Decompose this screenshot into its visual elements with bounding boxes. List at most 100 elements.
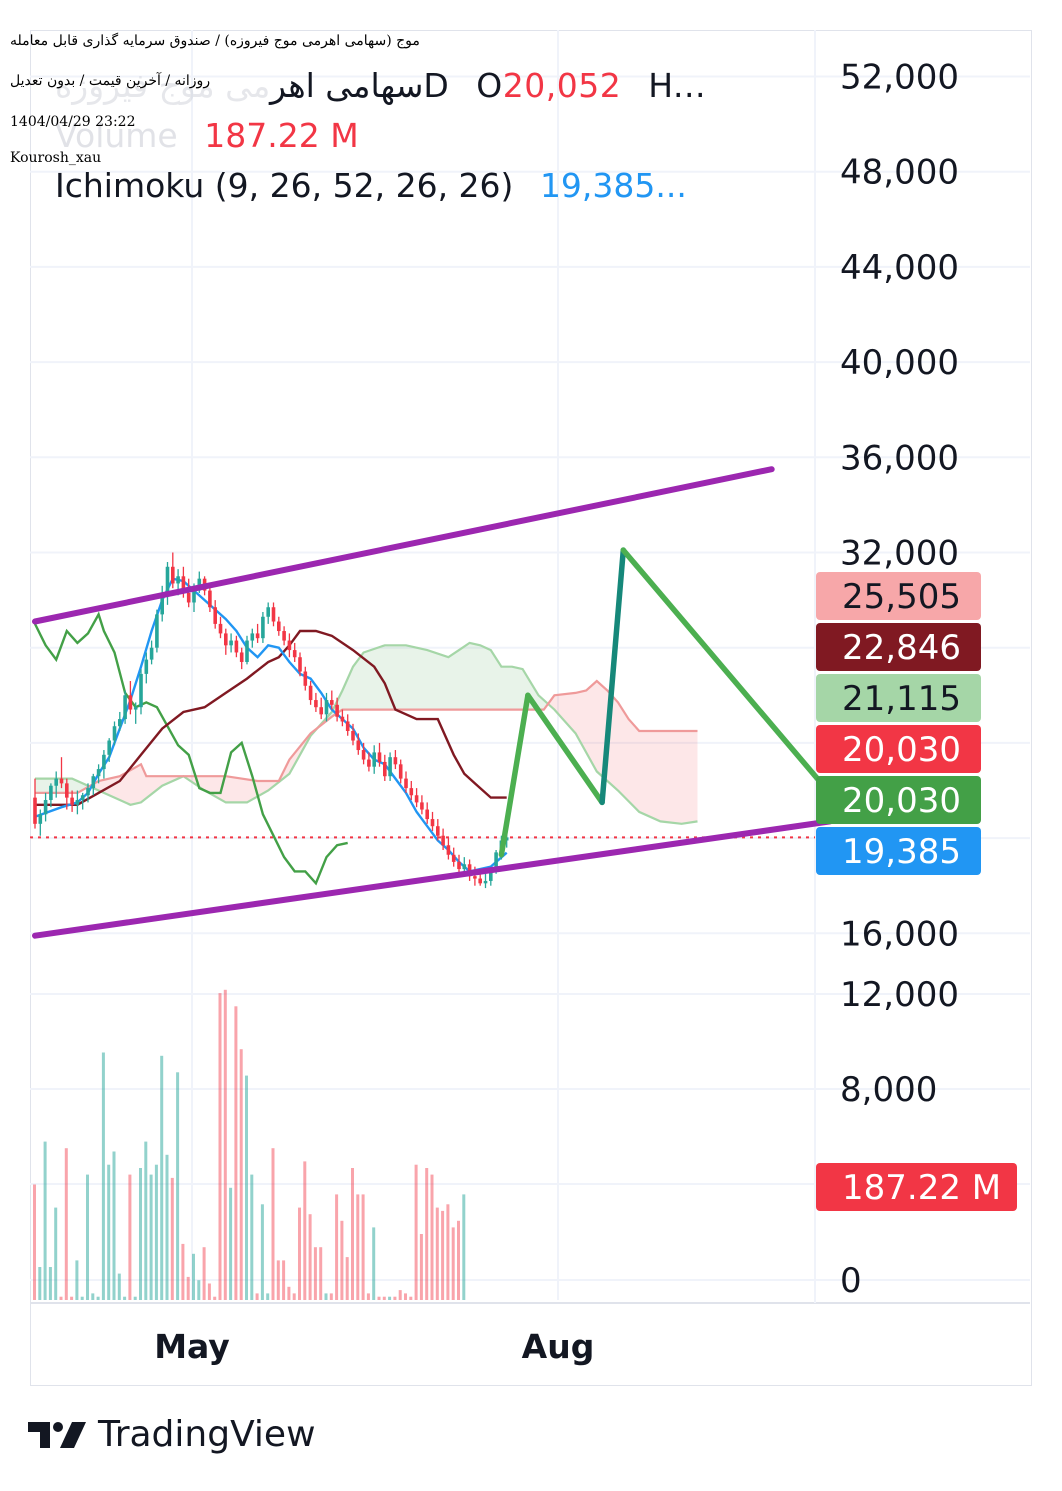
senkou-span-a: [35, 641, 698, 825]
candle-body: [430, 819, 435, 827]
volume-bar: [38, 1267, 42, 1300]
candle-body: [319, 707, 323, 715]
legend-volume-row[interactable]: Volume 187.22 M: [55, 116, 359, 155]
cloud-fill: [35, 778, 91, 793]
volume-bar: [181, 1243, 185, 1300]
legend-ichimoku-row[interactable]: Ichimoku (9, 26, 52, 26, 26) 19,385...: [55, 166, 687, 205]
legend-symbol-row[interactable]: سهامی اهرمی موج فیروزه سهامی اهرD O20,05…: [55, 66, 705, 105]
candle-body: [441, 835, 445, 846]
meta-timestamp: 1404/04/29 23:22: [10, 114, 136, 130]
price-tick-label: 16,000: [840, 914, 959, 954]
volume-bar: [335, 1194, 339, 1300]
volume-bar: [276, 1260, 280, 1300]
candle-body: [149, 647, 154, 660]
price-tick-label: 12,000: [840, 975, 959, 1015]
candle-body: [49, 785, 53, 801]
candle-body: [404, 778, 408, 789]
candle-body: [208, 590, 212, 608]
price-tick-label: 36,000: [840, 438, 959, 478]
projection-leg: [620, 547, 823, 784]
candle-body: [277, 621, 281, 632]
projection-leg: [599, 547, 627, 806]
meta-author: Kourosh_xau: [10, 150, 102, 166]
price-tick-label: 48,000: [840, 153, 959, 193]
price-label-text: 21,115: [842, 679, 961, 719]
time-tick-label: May: [154, 1327, 230, 1366]
volume-bar: [298, 1207, 301, 1300]
candle-body: [308, 685, 313, 701]
candle-body: [91, 776, 96, 789]
volume-bar: [144, 1141, 148, 1300]
volume-bar: [409, 1296, 413, 1300]
channel-upper-line: [32, 466, 775, 625]
volume-bar: [345, 1257, 349, 1300]
candle-body: [324, 700, 329, 715]
price-label-text: 19,385: [842, 832, 961, 872]
price-label-box: [816, 674, 981, 722]
volume-bar: [101, 1052, 105, 1300]
candle-body: [266, 607, 270, 617]
candle-body: [54, 778, 58, 786]
candle-body: [361, 750, 366, 760]
price-label-box: [816, 725, 981, 773]
volume-bar: [218, 993, 222, 1300]
candle-body: [414, 795, 419, 803]
volume-bar: [107, 1164, 111, 1300]
volume-bar: [393, 1296, 397, 1300]
price-labels: 25,505 22,846 21,115 20,030 20,030 19,385 187.…: [816, 572, 1017, 1211]
candle-body: [224, 633, 228, 646]
candle-body: [43, 800, 48, 815]
legend-symbol: سهامی اهر: [270, 66, 424, 105]
time-axis[interactable]: May Aug: [154, 1327, 594, 1366]
price-tick-label: 52,000: [840, 58, 959, 98]
price-tick-label: 0: [840, 1261, 862, 1301]
volume-bar: [435, 1207, 439, 1300]
volume-bar: [75, 1260, 79, 1300]
candle-body: [234, 640, 239, 653]
volume-label-text: 187.22 M: [842, 1168, 1001, 1208]
volume-bar: [229, 1187, 233, 1300]
candle-body: [330, 700, 334, 705]
volume-bar: [356, 1194, 360, 1300]
price-axis[interactable]: 52,000 48,000 44,000 40,000 36,000 32,000 16,0…: [840, 58, 959, 1302]
projection-leg: [525, 692, 605, 806]
price-chart[interactable]: 52,000 48,000 44,000 40,000 36,000 32,000 16,0…: [0, 0, 1062, 1400]
candle-body: [123, 695, 127, 720]
candle-body: [489, 869, 493, 881]
candle-body: [292, 650, 297, 658]
volume-bar: [313, 1247, 317, 1300]
candle-body: [298, 657, 302, 672]
legend-symbol-ghost: سهامی اهرمی موج فیروزه: [55, 66, 424, 105]
candle-body: [436, 826, 440, 836]
tenkan-sen: [34, 577, 508, 873]
volume-bar: [213, 1296, 217, 1300]
candle-body: [451, 854, 456, 862]
cloud-fill: [90, 764, 184, 805]
candle-body: [250, 633, 255, 641]
volume-bar: [366, 1293, 370, 1300]
price-tick-label: 32,000: [840, 534, 959, 574]
candle-body: [340, 716, 345, 722]
tradingview-logo[interactable]: TradingView: [28, 1414, 316, 1455]
candle-body: [457, 861, 461, 870]
candle-body: [38, 814, 43, 824]
volume-bar: [351, 1168, 354, 1300]
tradingview-logo-icon: [28, 1421, 86, 1448]
volume-bar: [64, 1148, 68, 1300]
volume-bar: [112, 1151, 116, 1300]
candle-body: [107, 740, 111, 755]
volume-bars: [33, 989, 466, 1300]
candle-body: [128, 695, 133, 710]
chikou-span: [33, 611, 348, 886]
volume-bar: [361, 1194, 365, 1300]
candle-body: [102, 754, 106, 770]
volume-bar: [91, 1293, 95, 1300]
candle-body: [59, 778, 64, 784]
price-tick-label: 44,000: [840, 248, 959, 288]
legend-ichimoku-value: 19,385...: [539, 166, 687, 205]
volume-bar: [128, 1174, 132, 1300]
volume-bar: [197, 1280, 201, 1300]
candle-body: [160, 592, 164, 615]
legend-volume-value: 187.22 M: [204, 116, 359, 155]
meta-title: موج (سهامی اهرمی موج فیروزه) / صندوق سرم…: [10, 33, 420, 49]
